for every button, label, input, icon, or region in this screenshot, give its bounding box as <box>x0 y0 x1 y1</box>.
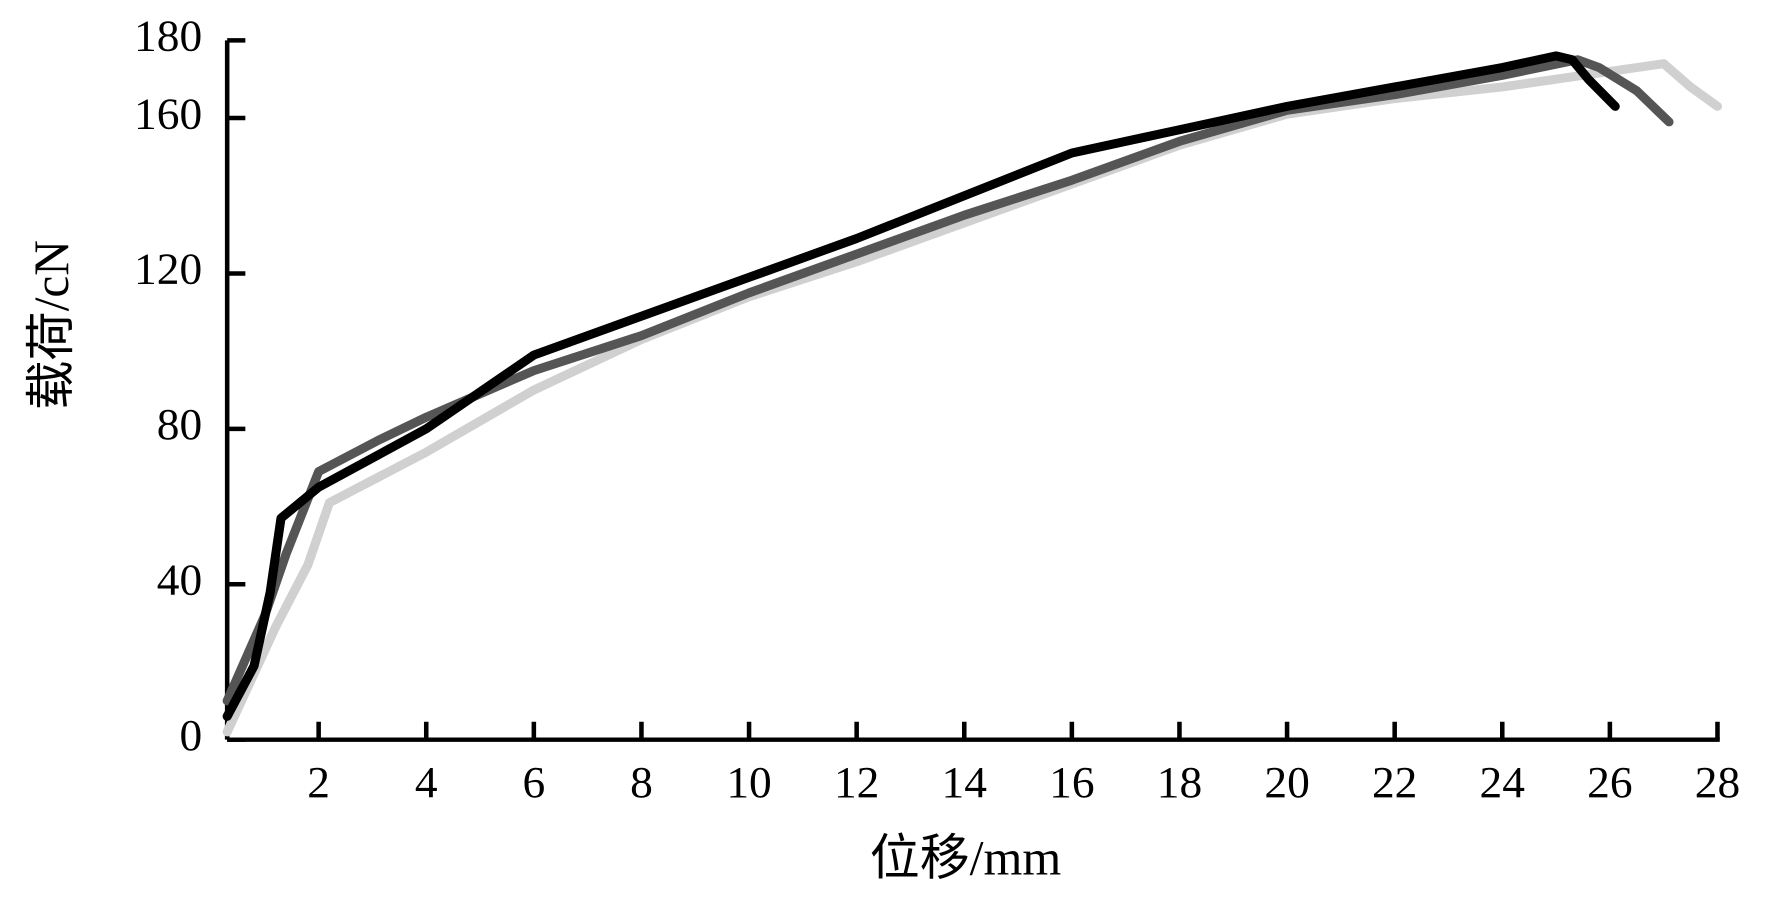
y-tick-label: 180 <box>134 11 202 61</box>
x-tick-label: 24 <box>1480 757 1525 807</box>
x-tick-label: 16 <box>1049 757 1094 807</box>
x-tick-label: 20 <box>1264 757 1309 807</box>
y-axis-label: 载荷/cN <box>24 240 79 410</box>
x-tick-label: 26 <box>1587 757 1632 807</box>
x-tick-label: 14 <box>942 757 987 807</box>
x-tick-label: 22 <box>1372 757 1417 807</box>
x-tick-label: 6 <box>522 757 545 807</box>
y-tick-label: 0 <box>179 710 202 760</box>
x-tick-label: 18 <box>1157 757 1202 807</box>
data-line <box>222 55 1674 706</box>
data-line <box>222 59 1723 737</box>
x-tick-label: 28 <box>1695 757 1740 807</box>
y-tick-label: 80 <box>157 399 202 449</box>
x-tick-label: 2 <box>307 757 330 807</box>
y-tick-label: 120 <box>134 244 202 294</box>
x-tick-label: 8 <box>630 757 653 807</box>
y-tick-label: 40 <box>157 555 202 605</box>
data-line <box>222 51 1620 721</box>
x-tick-label: 4 <box>415 757 438 807</box>
y-tick-label: 160 <box>134 89 202 139</box>
x-tick-label: 10 <box>726 757 771 807</box>
x-tick-label: 12 <box>834 757 879 807</box>
x-axis-label: 位移/mm <box>870 831 1062 886</box>
